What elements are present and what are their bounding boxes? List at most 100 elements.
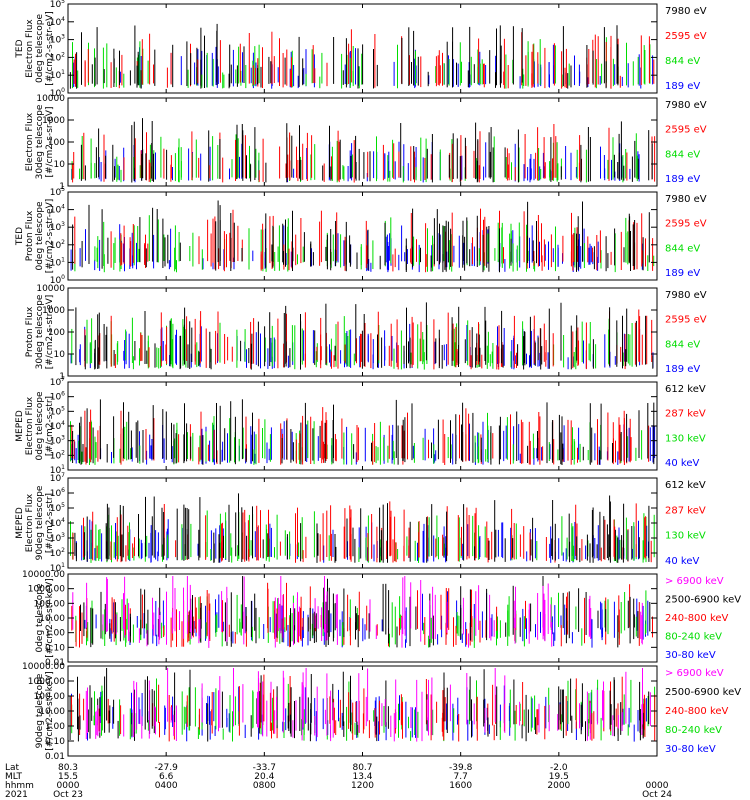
y-tick-label: 0.10: [45, 643, 65, 653]
y-tick-label: 1000.00: [28, 585, 65, 595]
y-tick-label: 100.00: [34, 692, 66, 702]
legend-entry: 189 eV: [665, 81, 700, 92]
y-tick-label: 1: [59, 182, 65, 192]
y-tick-label: 1000: [42, 306, 65, 316]
y-tick-label: 105: [50, 405, 65, 417]
legend-entry: 287 keV: [665, 505, 706, 516]
time-axis-value: 1600: [449, 781, 472, 791]
y-axis-label: [#/cm2-s-str-eV]: [45, 295, 55, 370]
legend-entry: 844 eV: [665, 149, 700, 160]
y-tick-label: 1.00: [45, 722, 65, 732]
y-tick-label: 10.00: [39, 614, 65, 624]
panel-frame: [67, 477, 658, 569]
y-tick-label: 1000: [42, 116, 65, 126]
y-tick-label: 1.00: [45, 629, 65, 639]
time-axis-value: 80.7: [352, 763, 372, 773]
panel-6: MEPED Electron Flux 90deg telescope [#/cm2-…: [15, 477, 706, 569]
legend-entry: > 6900 keV: [665, 668, 724, 679]
legend-entry: 240-800 keV: [665, 706, 729, 717]
y-tick-label: 101: [50, 256, 65, 268]
series-7980-ev: [75, 302, 654, 370]
y-tick-label: 103: [50, 34, 65, 46]
time-axis-row-label: MLT: [5, 772, 23, 782]
time-axis-value: 20.4: [254, 772, 274, 782]
y-tick-label: 1: [59, 372, 65, 382]
legend-entry: 189 eV: [665, 364, 700, 375]
panel-frame: [67, 191, 658, 281]
legend-entry: 2500-6900 keV: [665, 595, 741, 606]
y-tick-label: 0.01: [45, 658, 65, 668]
y-tick-label: 0.01: [45, 752, 65, 762]
legend-entry: 40 keV: [665, 556, 699, 567]
y-tick-label: 101: [50, 69, 65, 81]
panel-frame: [67, 381, 658, 471]
y-tick-label: 107: [50, 472, 65, 484]
y-axis-label: TED: [15, 39, 25, 58]
time-axis-value: 80.3: [58, 763, 78, 773]
y-axis-label: Proton Flux: [25, 210, 35, 261]
y-tick-label: 10: [54, 160, 66, 170]
series-7980-ev: [72, 200, 650, 273]
legend-entry: 2595 eV: [665, 315, 707, 326]
legend-entry: 80-240 keV: [665, 632, 722, 643]
time-axis-value: 0000: [57, 781, 80, 791]
legend-entry: 130 keV: [665, 531, 706, 542]
y-tick-label: 107: [50, 376, 65, 388]
y-tick-label: 105: [50, 186, 65, 198]
y-tick-label: 100: [50, 87, 65, 99]
time-axis-row-label: Lat: [5, 763, 20, 773]
y-tick-label: 104: [50, 16, 65, 28]
y-axis-label: 90deg telescope: [35, 673, 45, 748]
panel-3: TED Proton Flux 0deg telescope [#/cm2-s-str…: [15, 191, 707, 281]
y-tick-label: 10000: [36, 284, 65, 294]
y-tick-label: 106: [50, 391, 65, 403]
y-tick-label: 10000.00: [22, 662, 65, 672]
y-tick-label: 1000.00: [28, 677, 65, 687]
legend-entry: 287 keV: [665, 409, 706, 420]
y-tick-label: 102: [50, 547, 65, 559]
series-287-kev: [72, 501, 652, 563]
y-axis-label: [#/cm2-s-str]: [45, 493, 55, 553]
legend-entry: 40 keV: [665, 458, 699, 469]
time-axis-value: 7.7: [454, 772, 468, 782]
time-axis-value: 1200: [351, 781, 374, 791]
y-tick-label: 106: [50, 487, 65, 499]
time-axis-value: Oct 24: [642, 790, 672, 800]
series-844-ev: [72, 37, 651, 89]
time-axis-value: Oct 23: [53, 790, 83, 800]
y-axis-label: Proton Flux: [25, 306, 35, 357]
y-axis-label: 30deg telescope: [35, 104, 45, 179]
panel-7: 0deg telescope [#/cm2-s-str-keV] > 6900 ke…: [35, 573, 741, 663]
y-axis-label: Electron Flux: [25, 19, 35, 78]
legend-entry: 7980 eV: [665, 6, 707, 17]
y-axis-label: Electron Flux: [25, 112, 35, 171]
y-axis-label: [#/cm2-s-sr-eV]: [45, 107, 55, 178]
series--6900-kev: [72, 576, 643, 648]
y-tick-label: 100: [48, 138, 65, 148]
series-844-ev: [74, 215, 655, 273]
y-tick-label: 100: [48, 328, 65, 338]
time-axis-value: 0400: [155, 781, 178, 791]
y-tick-label: 100.00: [34, 599, 66, 609]
legend-entry: 7980 eV: [665, 194, 707, 205]
legend-entry: 240-800 keV: [665, 613, 729, 624]
legend-entry: 7980 eV: [665, 290, 707, 301]
y-tick-label: 101: [50, 464, 65, 476]
legend-entry: 2595 eV: [665, 31, 707, 42]
time-axis-value: -33.7: [253, 763, 276, 773]
y-axis-label: 0deg telescope: [35, 14, 45, 84]
y-axis-label: TED: [15, 227, 25, 246]
time-axis-value: 6.6: [159, 772, 174, 782]
series-612-kev: [72, 399, 655, 465]
y-tick-label: 104: [50, 204, 65, 216]
y-axis-label: [#/cm2-s-str-keV]: [45, 578, 55, 657]
y-tick-label: 0.10: [45, 737, 65, 747]
series-612-kev: [74, 493, 650, 563]
time-axis-value: 13.4: [352, 772, 372, 782]
y-axis-label: [#/cm2-s-str-eV]: [45, 199, 55, 274]
time-axis-value: 0800: [253, 781, 276, 791]
y-axis-label: 0deg telescope: [35, 583, 45, 653]
time-axis-row-label: 2021: [5, 790, 28, 800]
series-40-kev: [71, 421, 656, 465]
